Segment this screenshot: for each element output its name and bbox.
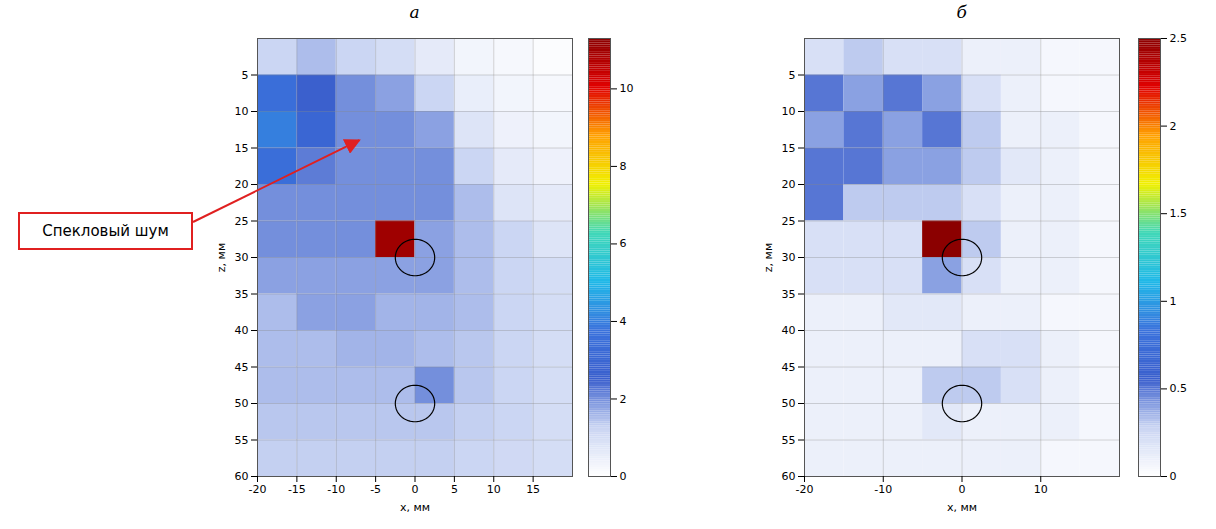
svg-text:15: 15 xyxy=(235,142,249,155)
svg-text:8: 8 xyxy=(620,160,627,173)
svg-text:10: 10 xyxy=(1034,483,1048,496)
svg-text:0: 0 xyxy=(620,470,627,483)
svg-text:0.5: 0.5 xyxy=(1170,382,1188,395)
svg-text:25: 25 xyxy=(235,215,249,228)
svg-text:-20: -20 xyxy=(249,483,267,496)
svg-text:0: 0 xyxy=(412,483,419,496)
svg-text:5: 5 xyxy=(242,69,249,82)
svg-text:2.5: 2.5 xyxy=(1170,32,1188,45)
svg-text:z, мм: z, мм xyxy=(215,243,228,272)
html-text:а: а xyxy=(409,2,420,22)
svg-text:z, мм: z, мм xyxy=(762,243,775,272)
svg-text:6: 6 xyxy=(620,237,627,250)
svg-text:-20: -20 xyxy=(796,483,814,496)
svg-text:55: 55 xyxy=(235,434,249,447)
html-text:Спекловый шум: Спекловый шум xyxy=(42,222,169,240)
svg-text:45: 45 xyxy=(235,361,249,374)
svg-text:60: 60 xyxy=(782,470,796,483)
svg-text:10: 10 xyxy=(620,82,634,95)
svg-text:40: 40 xyxy=(782,324,796,337)
svg-text:35: 35 xyxy=(235,288,249,301)
svg-text:2: 2 xyxy=(620,392,627,405)
svg-text:50: 50 xyxy=(235,397,249,410)
svg-text:15: 15 xyxy=(782,142,796,155)
svg-text:4: 4 xyxy=(620,315,627,328)
svg-text:40: 40 xyxy=(235,324,249,337)
svg-text:x, мм: x, мм xyxy=(947,501,977,514)
svg-text:20: 20 xyxy=(235,178,249,191)
svg-text:60: 60 xyxy=(235,470,249,483)
svg-text:30: 30 xyxy=(782,251,796,264)
svg-text:-15: -15 xyxy=(288,483,306,496)
svg-text:20: 20 xyxy=(782,178,796,191)
svg-text:0: 0 xyxy=(1170,470,1177,483)
svg-text:50: 50 xyxy=(782,397,796,410)
svg-text:10: 10 xyxy=(235,105,249,118)
svg-text:35: 35 xyxy=(782,288,796,301)
svg-text:30: 30 xyxy=(235,251,249,264)
svg-text:-10: -10 xyxy=(874,483,892,496)
svg-text:10: 10 xyxy=(782,105,796,118)
svg-text:5: 5 xyxy=(451,483,458,496)
svg-text:5: 5 xyxy=(789,69,796,82)
svg-text:55: 55 xyxy=(782,434,796,447)
svg-text:1: 1 xyxy=(1170,295,1177,308)
svg-text:0: 0 xyxy=(959,483,966,496)
svg-text:-5: -5 xyxy=(370,483,381,496)
html-text:б: б xyxy=(956,2,967,22)
svg-text:1.5: 1.5 xyxy=(1170,207,1188,220)
svg-text:x, мм: x, мм xyxy=(400,501,430,514)
svg-text:15: 15 xyxy=(526,483,540,496)
svg-text:2: 2 xyxy=(1170,120,1177,133)
svg-text:25: 25 xyxy=(782,215,796,228)
svg-text:45: 45 xyxy=(782,361,796,374)
svg-text:-10: -10 xyxy=(327,483,345,496)
svg-text:10: 10 xyxy=(487,483,501,496)
